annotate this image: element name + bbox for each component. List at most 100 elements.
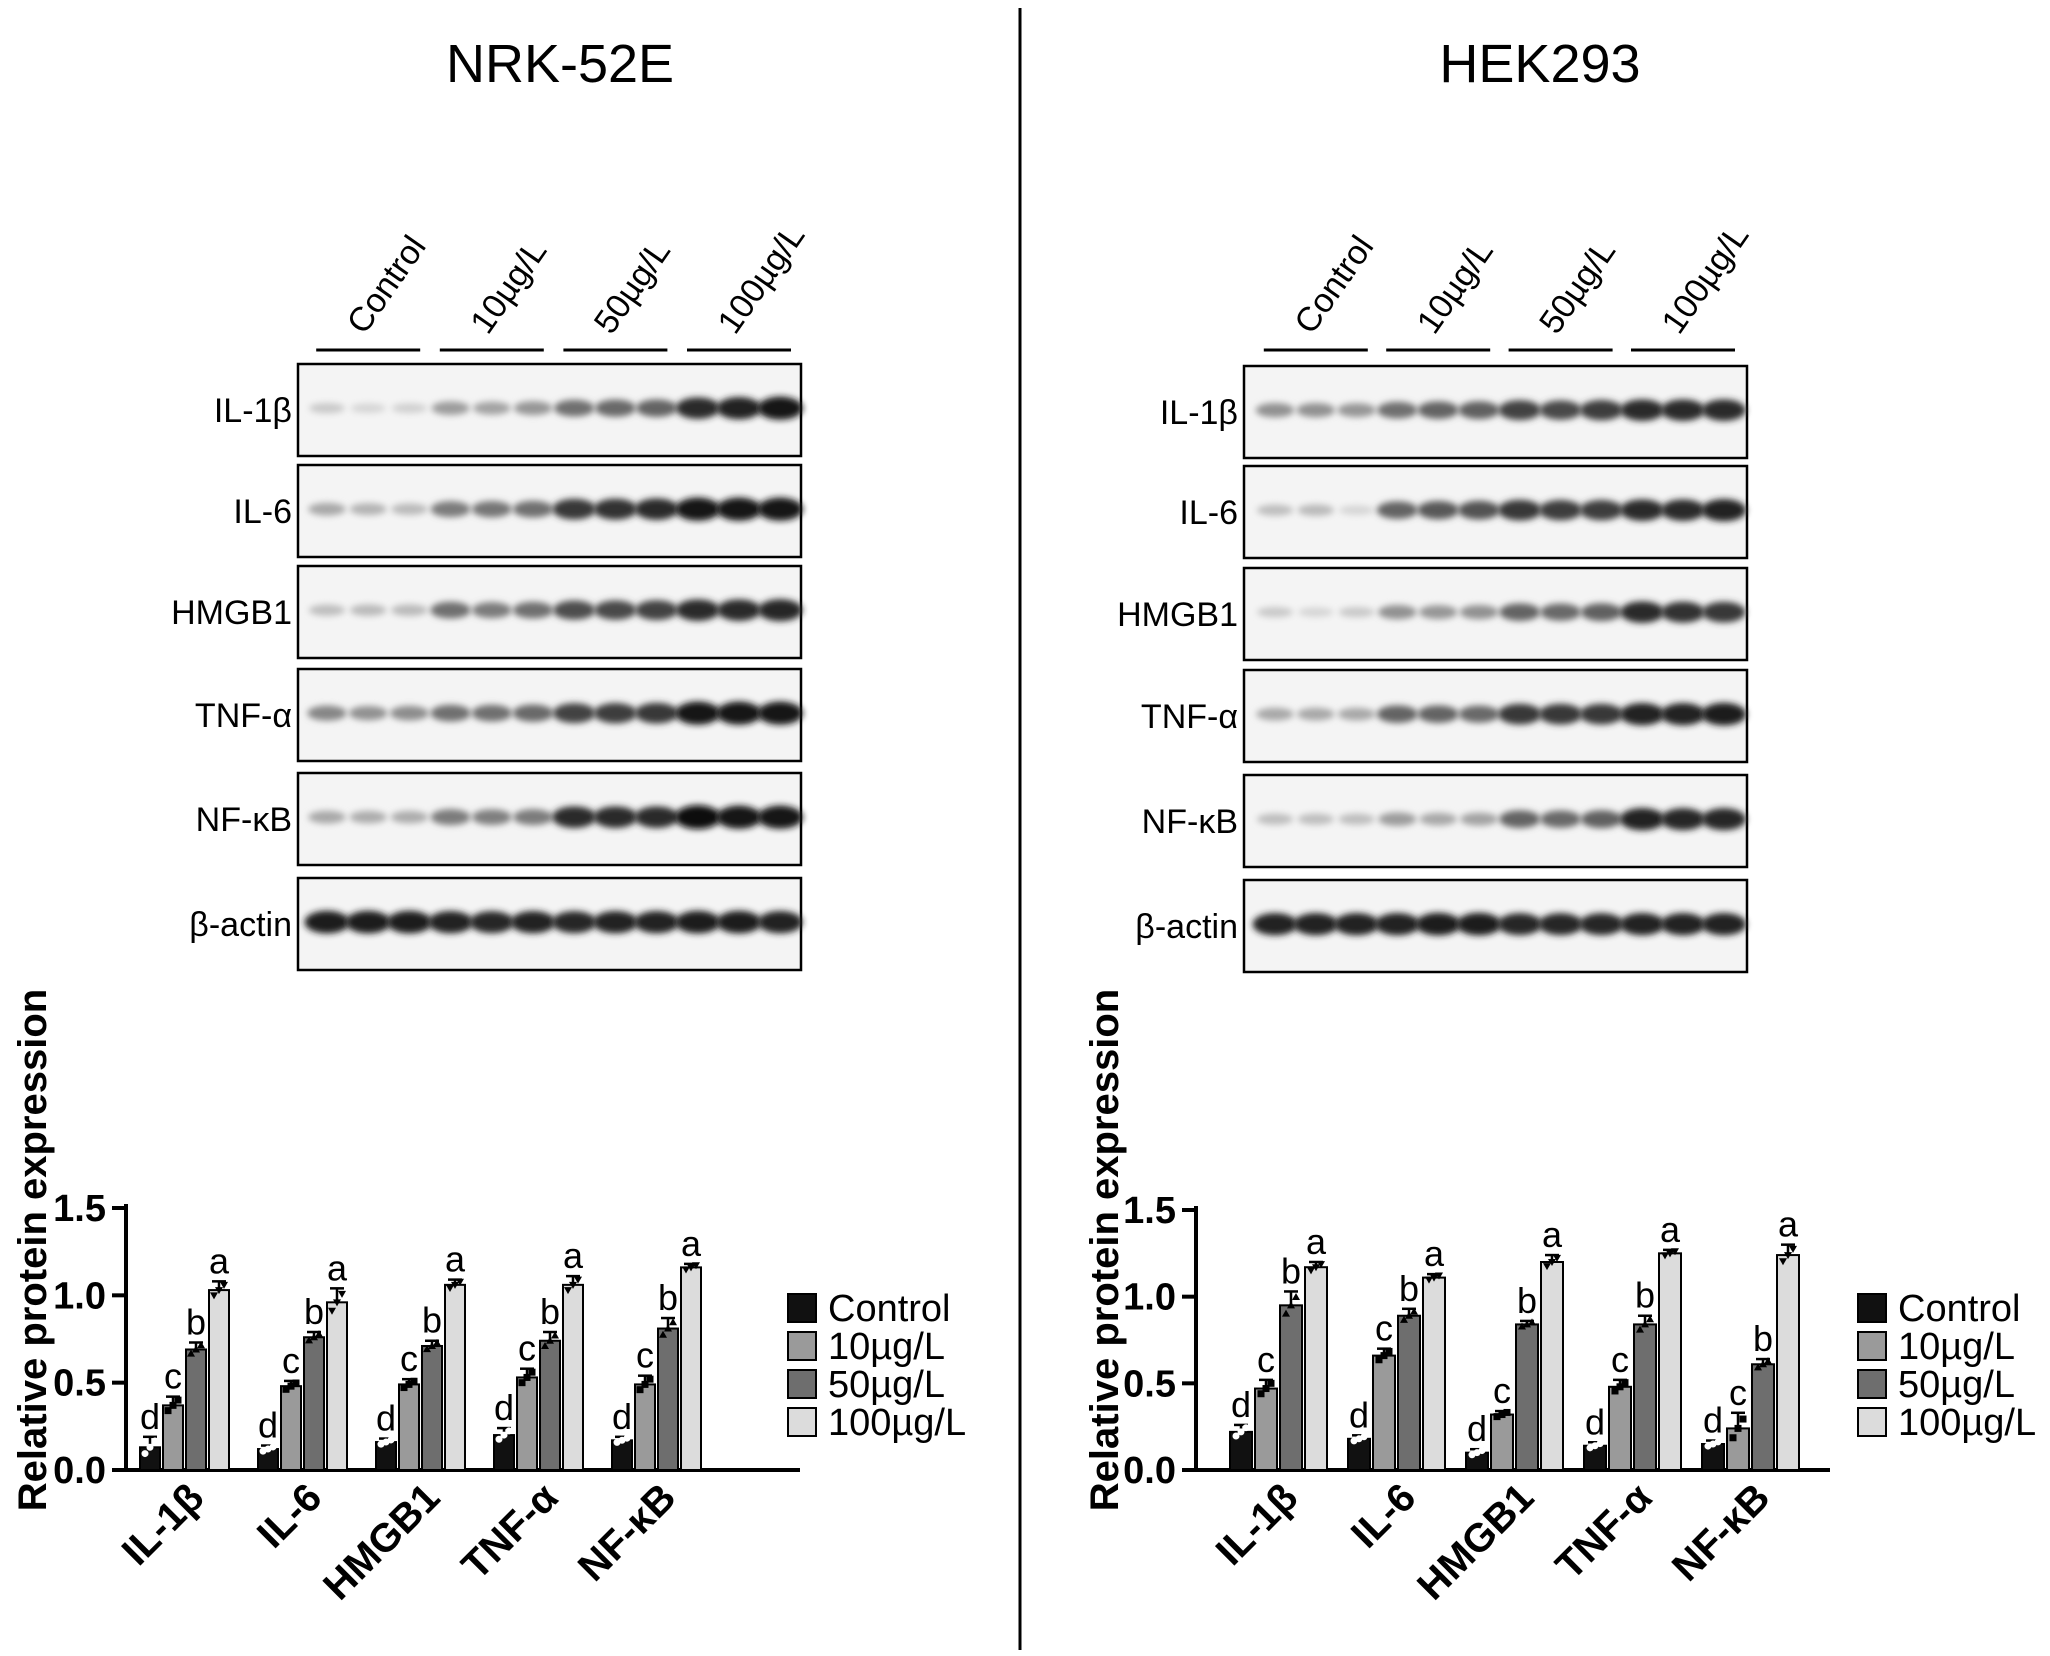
replicate-point [623,1434,631,1442]
blot-band [512,704,554,722]
blot-band [391,604,428,616]
bar-hmgb1-100ug-l [1540,1261,1564,1471]
significance-letter: d [1231,1384,1251,1425]
significance-letter: b [540,1291,560,1332]
x-tick-label-il-1beta: IL-1β [114,1475,213,1574]
significance-letter: c [1729,1372,1747,1413]
significance-letter: c [400,1338,418,1379]
blot-band [716,396,762,420]
x-tick-label-tnf-alpha: TNF-α [1547,1475,1660,1588]
blot-nf-kappab: NF-κB [1142,773,1749,869]
replicate-point [1646,1315,1654,1323]
blot-band [1419,812,1457,826]
blot-band [1660,399,1706,421]
replicate-point [1267,1379,1275,1387]
replicate-point [215,1287,223,1295]
replicate-point [636,1386,644,1394]
blot-band [1459,604,1499,620]
replicate-point [315,1330,323,1338]
blot-band [430,501,471,518]
legend-swatch-100ug-l [787,1407,817,1437]
significance-letter: c [282,1340,300,1381]
blot-band [636,399,678,417]
blot-il-6: IL-6 [233,463,803,559]
blot-label-il-6: IL-6 [1179,494,1238,532]
replicate-point [1307,1267,1315,1275]
lane-group-label-100ug-l: 100µg/L [710,218,812,341]
y-tick-label: 0.0 [53,1450,106,1492]
bar-hmgb1-50ug-l [1515,1323,1539,1472]
replicate-point [1729,1434,1737,1442]
blot-band [1376,705,1418,723]
bar-tnf-alpha-100ug-l [562,1283,584,1472]
legend-swatch-50ug-l [787,1369,817,1399]
bar-il-6-10ug-l [1372,1354,1396,1471]
blot-label-tnf-alpha: TNF-α [1141,698,1238,736]
blot-label-beta-actin: β-actin [189,906,292,944]
replicate-point [287,1382,295,1390]
blot-band [308,502,346,516]
blot-band [716,910,762,934]
replicate-point [1380,1352,1388,1360]
y-tick-label: 0.5 [1123,1363,1176,1405]
blot-band [1620,499,1665,521]
significance-letter: b [1517,1280,1537,1321]
replicate-point [574,1276,582,1284]
replicate-point [292,1379,300,1387]
replicate-point [546,1336,554,1344]
blot-band [1257,606,1293,618]
blot-band [308,604,346,616]
blot-band [1661,601,1705,623]
significance-letter: b [1635,1275,1655,1316]
replicate-point [1292,1293,1300,1301]
blot-band [1252,912,1298,936]
replicate-point [1503,1408,1511,1416]
replicate-point [423,1345,431,1353]
significance-letter: a [445,1239,466,1280]
replicate-point [1360,1433,1368,1441]
replicate-point [410,1377,418,1385]
replicate-point [174,1396,182,1404]
bar-tnf-alpha-10ug-l [1608,1385,1632,1472]
x-tick-label-hmgb1: HMGB1 [1409,1475,1542,1608]
blot-band [349,810,387,824]
blot-band [1456,912,1502,936]
blot-band [1540,603,1582,621]
significance-letter: d [494,1387,514,1428]
x-tick-label-hmgb1: HMGB1 [315,1475,448,1608]
blot-band [1297,504,1335,516]
blot-band [1579,913,1624,936]
blot-band [513,809,553,826]
bar-il-1beta-50ug-l [185,1348,207,1471]
blot-band [1701,498,1747,522]
replicate-point [141,1450,149,1458]
x-tick-label-nf-kappab: NF-κB [1664,1475,1778,1589]
replicate-point [1784,1252,1792,1260]
legend-swatch-control [787,1293,817,1323]
blot-band [389,705,429,721]
replicate-point [433,1338,441,1346]
replicate-point [1410,1307,1418,1315]
replicate-point [1493,1413,1501,1421]
blot-label-il-6: IL-6 [233,493,292,531]
blot-band [430,704,471,722]
blot-band [1497,913,1543,936]
bar-tnf-alpha-10ug-l [516,1376,538,1471]
blot-band [716,599,762,621]
blot-band [1538,499,1583,521]
blot-band [1298,607,1334,617]
blot-band [1580,603,1623,622]
replicate-point [1287,1301,1295,1309]
blot-band [1538,913,1583,936]
replicate-point [641,1380,649,1388]
legend-label-10ug-l: 10µg/L [1898,1326,2015,1368]
legend-label-10ug-l: 10µg/L [828,1326,945,1368]
bar-hmgb1-10ug-l [398,1383,420,1471]
replicate-point [523,1373,531,1381]
bar-il-6-50ug-l [303,1336,325,1471]
y-tick-label: 1.0 [1123,1277,1176,1319]
blot-band [594,399,636,417]
blot-band [675,397,720,419]
bar-il-6-control [1347,1437,1371,1472]
